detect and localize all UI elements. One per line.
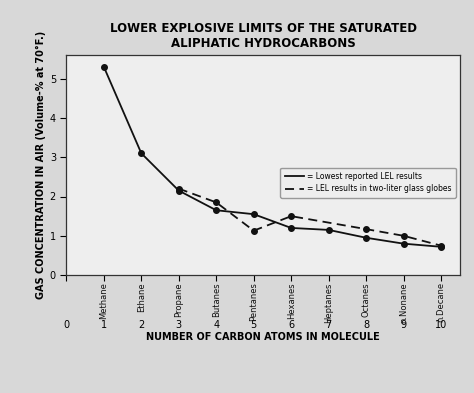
Text: n.Decane: n.Decane: [437, 282, 446, 322]
Point: [325, 227, 332, 233]
Point: [400, 233, 407, 239]
Text: n.Nonane: n.Nonane: [399, 282, 408, 323]
Point: [437, 242, 445, 249]
Title: LOWER EXPLOSIVE LIMITS OF THE SATURATED
ALIPHATIC HYDROCARBONS: LOWER EXPLOSIVE LIMITS OF THE SATURATED …: [109, 22, 417, 50]
Point: [212, 199, 220, 206]
Point: [137, 150, 145, 156]
Point: [212, 207, 220, 213]
Point: [400, 241, 407, 247]
Text: Butanes: Butanes: [212, 282, 221, 317]
Point: [362, 235, 370, 241]
Text: Octanes: Octanes: [362, 282, 371, 317]
Text: Ethane: Ethane: [137, 282, 146, 312]
Text: Pentanes: Pentanes: [249, 282, 258, 321]
Point: [287, 213, 295, 219]
X-axis label: NUMBER OF CARBON ATOMS IN MOLECULE: NUMBER OF CARBON ATOMS IN MOLECULE: [146, 332, 380, 342]
Point: [250, 228, 257, 234]
Point: [175, 187, 182, 194]
Point: [250, 211, 257, 217]
Legend: = Lowest reported LEL results, = LEL results in two-liter glass globes: = Lowest reported LEL results, = LEL res…: [280, 167, 456, 198]
Text: Hexanes: Hexanes: [287, 282, 296, 319]
Point: [362, 226, 370, 232]
Text: Methane: Methane: [100, 282, 109, 319]
Point: [175, 185, 182, 192]
Y-axis label: GAS CONCENTRATION IN AIR (Volume-% at 70°F.): GAS CONCENTRATION IN AIR (Volume-% at 70…: [36, 31, 46, 299]
Point: [437, 244, 445, 250]
Point: [100, 64, 108, 70]
Point: [287, 225, 295, 231]
Text: Heptanes: Heptanes: [324, 282, 333, 323]
Text: Propane: Propane: [174, 282, 183, 317]
